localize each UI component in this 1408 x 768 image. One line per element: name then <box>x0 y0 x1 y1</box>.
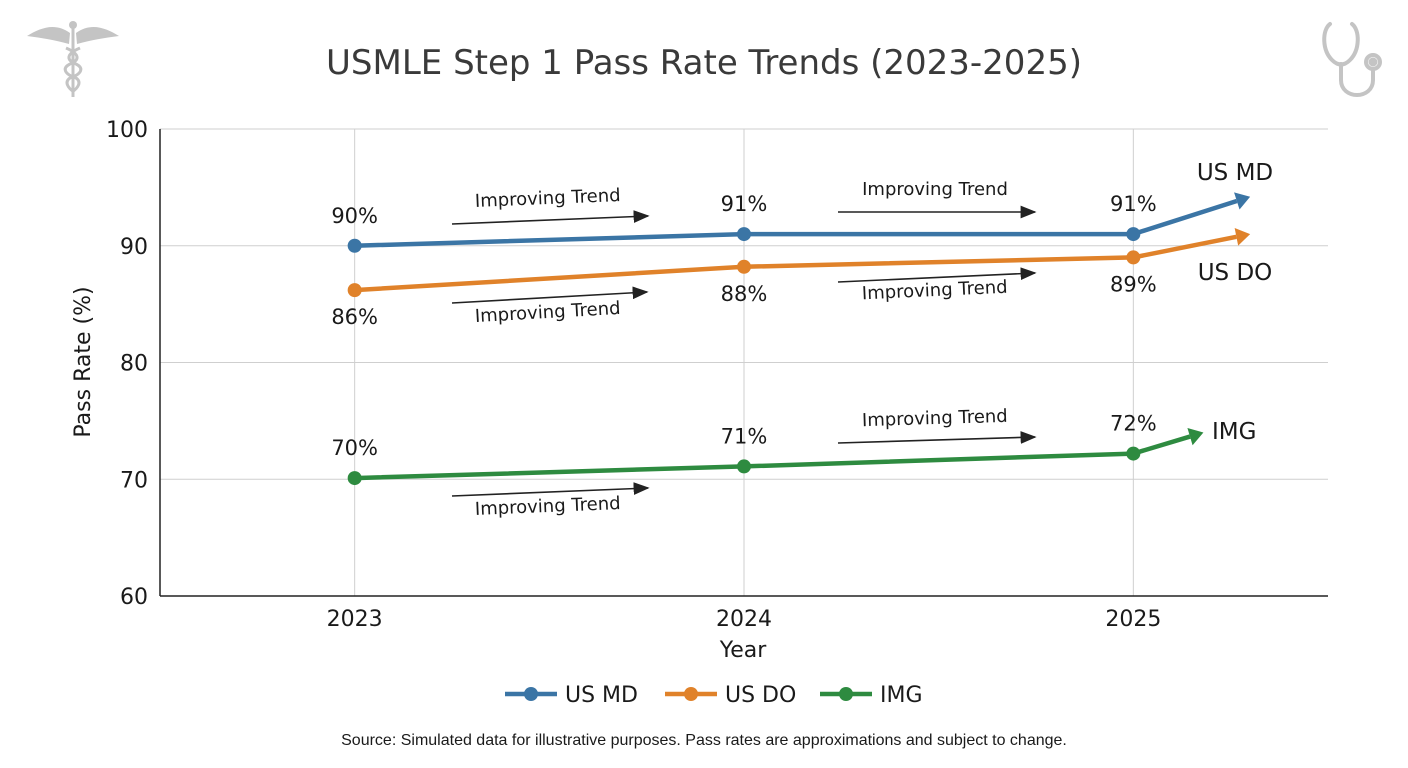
annotation-label: Improving Trend <box>474 298 621 327</box>
stethoscope-icon <box>1322 22 1382 97</box>
trend-arrowhead <box>1187 427 1204 446</box>
annotation-label: Improving Trend <box>475 185 622 212</box>
trend-extension <box>1132 198 1238 237</box>
series <box>347 192 1251 486</box>
series-end-label: IMG <box>1212 419 1256 445</box>
legend-label: IMG <box>880 683 923 708</box>
annotation-label: Improving Trend <box>861 277 1008 305</box>
y-tick-label: 100 <box>106 118 148 143</box>
y-axis-label: Pass Rate (%) <box>71 286 96 437</box>
trend-arrow <box>837 431 1037 444</box>
legend-marker <box>524 687 538 701</box>
data-label: 71% <box>721 424 768 448</box>
x-tick-label: 2025 <box>1105 607 1161 632</box>
trend-arrowhead <box>1234 227 1251 246</box>
annotation-label: Improving Trend <box>475 493 622 520</box>
data-label: 72% <box>1110 412 1157 436</box>
data-point <box>347 238 362 253</box>
axes: 60 70 80 90 100 2023 2024 2025 <box>106 118 1328 632</box>
data-label: 91% <box>721 192 768 216</box>
data-label: 90% <box>331 204 378 228</box>
x-tick-label: 2024 <box>716 607 772 632</box>
y-tick-label: 80 <box>120 352 148 377</box>
legend-item: IMG <box>820 683 923 708</box>
data-point <box>1126 446 1141 461</box>
trend-arrow <box>837 267 1037 283</box>
data-point <box>347 471 362 486</box>
caduceus-icon <box>27 21 119 97</box>
data-label: 70% <box>331 436 378 460</box>
legend-marker <box>839 687 853 701</box>
annotation-label: Improving Trend <box>862 179 1008 200</box>
legend-marker <box>684 687 698 701</box>
value-labels: 90% 91% 91% US MD 86% 88% 89% US DO 70% 71% 72% IMG <box>331 160 1273 460</box>
trend-arrow <box>451 286 649 304</box>
source-note: Source: Simulated data for illustrative … <box>341 732 1067 749</box>
chart-title: USMLE Step 1 Pass Rate Trends (2023-2025… <box>326 43 1082 83</box>
data-point <box>737 259 751 274</box>
x-axis-label: Year <box>719 638 768 663</box>
legend-label: US MD <box>565 683 638 708</box>
data-point <box>737 459 751 474</box>
y-tick-label: 90 <box>120 235 148 260</box>
legend-item: US DO <box>665 683 796 708</box>
legend: US MD US DO IMG <box>505 683 923 708</box>
trend-extension <box>1132 234 1237 260</box>
legend-label: US DO <box>725 683 796 708</box>
data-label: 91% <box>1110 192 1157 216</box>
data-point <box>737 227 751 242</box>
data-label: 89% <box>1110 272 1157 296</box>
trend-arrow <box>451 482 650 497</box>
trend-arrow <box>451 210 650 225</box>
trend-extension <box>1132 434 1191 456</box>
x-tick-label: 2023 <box>327 607 383 632</box>
data-point <box>1126 250 1141 265</box>
series-end-label: US DO <box>1198 260 1273 286</box>
y-tick-label: 60 <box>120 585 148 610</box>
data-label: 86% <box>331 305 378 329</box>
trend-arrowhead <box>1234 192 1251 210</box>
annotation-label: Improving Trend <box>862 406 1008 431</box>
data-point <box>347 283 362 298</box>
data-label: 88% <box>721 282 768 306</box>
legend-item: US MD <box>505 683 638 708</box>
y-tick-label: 70 <box>120 468 148 493</box>
data-point <box>1126 227 1141 242</box>
series-end-label: US MD <box>1197 160 1273 186</box>
